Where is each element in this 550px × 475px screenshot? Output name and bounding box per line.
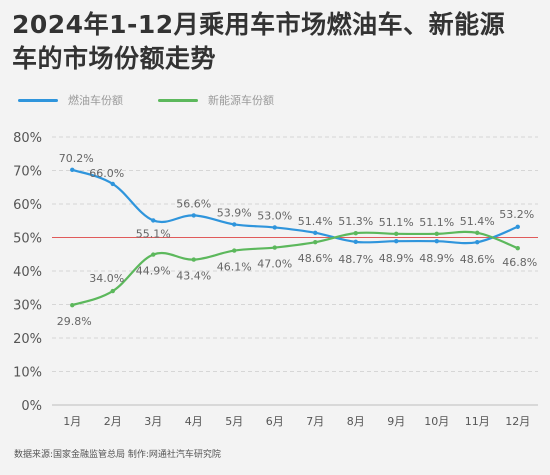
fuel-share-point: [313, 230, 318, 236]
fuel-share-point: [70, 167, 75, 173]
legend-item-fuel: 燃油车份额: [18, 92, 123, 108]
fuel-share-point: [272, 225, 277, 230]
y-tick-label: 0%: [21, 399, 42, 414]
fuel-data-label: 51.4%: [298, 215, 333, 228]
nev-share-point: [191, 257, 196, 262]
nev-share-line: [71, 230, 519, 307]
line-chart: 0% 10% 20% 30% 40% 50% 60% 70% 80% 1月 2月 3月 4月 5月 6月 7月…: [13, 131, 538, 428]
nev-data-label: 51.3%: [338, 215, 373, 228]
legend-swatch-fuel: [18, 98, 58, 102]
nev-data-label: 44.9%: [136, 265, 171, 278]
legend-label-fuel: 燃油车份额: [68, 94, 123, 107]
chart-title-line-1: 2024年1-12月乘用车市场燃油车、新能源: [12, 10, 506, 39]
nev-share-point: [272, 245, 277, 250]
nev-data-label: 46.1%: [217, 261, 252, 274]
fuel-share-point: [151, 218, 156, 223]
fuel-data-label: 53.2%: [499, 208, 534, 221]
fuel-share-point: [110, 181, 115, 187]
fuel-data-label: 70.2%: [59, 152, 94, 165]
y-tick-label: 70%: [13, 165, 42, 180]
nev-share-point: [515, 246, 520, 251]
nev-data-label: 51.1%: [379, 216, 414, 229]
legend-label-nev: 新能源车份额: [208, 94, 274, 107]
nev-data-label: 51.4%: [460, 215, 495, 228]
x-tick-label: 2月: [104, 415, 122, 428]
y-tick-label: 50%: [13, 232, 42, 247]
x-tick-label: 5月: [225, 415, 243, 428]
nev-data-label: 34.0%: [89, 272, 124, 285]
fuel-share-point: [191, 213, 196, 218]
y-tick-label: 60%: [13, 198, 42, 213]
y-tick-label: 10%: [13, 366, 42, 381]
x-tick-label: 4月: [185, 415, 203, 428]
y-tick-label: 40%: [13, 265, 42, 280]
source-note: 数据来源:国家金融监管总局 制作:网通社汽车研究院: [14, 450, 221, 460]
fuel-data-label: 53.0%: [257, 209, 292, 222]
fuel-data-label: 48.9%: [419, 252, 454, 265]
nev-data-label: 43.4%: [176, 270, 211, 283]
fuel-data-label: 55.1%: [136, 227, 171, 240]
x-tick-label: 11月: [465, 415, 490, 428]
nev-data-label: 51.1%: [419, 216, 454, 229]
nev-data-label: 47.0%: [257, 258, 292, 271]
x-tick-label: 6月: [266, 415, 284, 428]
x-tick-label: 3月: [144, 415, 162, 428]
x-tick-label: 8月: [347, 415, 365, 428]
fuel-share-point: [232, 222, 237, 227]
y-tick-label: 80%: [13, 131, 42, 146]
fuel-data-label: 66.0%: [89, 167, 124, 180]
fuel-share-point: [353, 239, 358, 245]
chart-title-line-2: 车的市场份额走势: [12, 44, 217, 73]
chart-title: 2024年1-12月乘用车市场燃油车、新能源 车的市场份额走势: [12, 8, 542, 76]
nev-data-label: 46.8%: [502, 256, 537, 269]
legend-swatch-nev: [158, 98, 198, 102]
y-tick-label: 30%: [13, 299, 42, 314]
x-tick-label: 1月: [63, 415, 81, 428]
nev-data-label: 29.8%: [57, 315, 92, 328]
nev-share-point: [475, 230, 480, 236]
x-tick-label: 10月: [424, 415, 449, 428]
nev-share-point: [434, 231, 439, 237]
fuel-share-point: [394, 238, 399, 244]
nev-share-point: [151, 252, 156, 257]
nev-share-point: [110, 288, 115, 294]
fuel-data-label: 48.6%: [460, 253, 495, 266]
nev-share-point: [70, 302, 75, 308]
legend-item-nev: 新能源车份额: [158, 92, 274, 108]
y-tick-label: 20%: [13, 332, 42, 347]
nev-share-point: [394, 231, 399, 237]
nev-data-label: 48.6%: [298, 252, 333, 265]
x-tick-label: 9月: [387, 415, 405, 428]
x-tick-label: 7月: [306, 415, 324, 428]
nev-share-point: [232, 248, 237, 253]
fuel-share-line: [71, 168, 519, 245]
fuel-data-label: 48.9%: [379, 252, 414, 265]
nev-share-point: [353, 230, 358, 236]
fuel-data-label: 53.9%: [217, 206, 252, 219]
nev-share-point: [313, 239, 318, 245]
fuel-share-point: [475, 239, 480, 245]
fuel-data-label: 48.7%: [338, 253, 373, 266]
fuel-share-point: [515, 224, 520, 229]
x-tick-label: 12月: [505, 415, 530, 428]
fuel-data-label: 56.6%: [176, 197, 211, 210]
fuel-share-point: [434, 238, 439, 244]
